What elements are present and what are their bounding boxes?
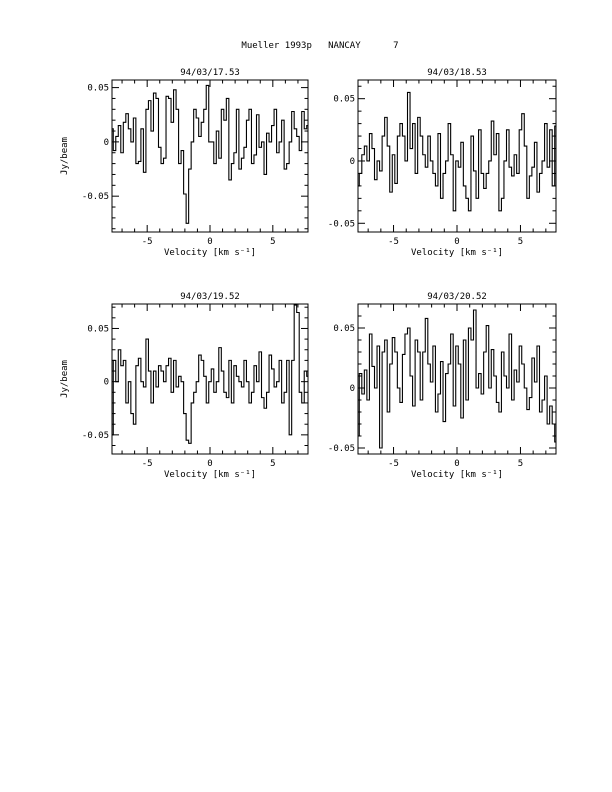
- x-axis-label: Velocity [km s⁻¹]: [164, 248, 256, 258]
- x-axis-label: Velocity [km s⁻¹]: [411, 248, 503, 258]
- y-axis-label: Jy/beam: [60, 137, 70, 175]
- y-tick-label: 0: [350, 157, 355, 167]
- x-tick-label: 0: [454, 237, 459, 247]
- spectrum-panel-1: 94/03/17.53 -5 0 5 0.05 0 -0.05 Velocity [km s⁻…: [60, 68, 309, 258]
- y-tick-label: -0.05: [82, 192, 109, 202]
- y-tick-label: -0.05: [328, 219, 355, 229]
- x-tick-label: 5: [518, 459, 523, 469]
- y-tick-label: 0: [350, 384, 355, 394]
- x-tick-label: 5: [270, 237, 275, 247]
- spectrum-panel-2: 94/03/18.53 -5 0 5 0.05 0 -0.05 Velocity [km s⁻…: [328, 68, 557, 258]
- x-tick-label: 0: [207, 237, 212, 247]
- spectrum-panel-3: 94/03/19.52 -5 0 5 0.05 0 -0.05 Velocity [km s⁻…: [60, 292, 309, 480]
- y-tick-label: 0.05: [87, 84, 109, 94]
- x-tick-label: -5: [142, 237, 153, 247]
- y-tick-label: -0.05: [82, 431, 109, 441]
- x-tick-label: 0: [454, 459, 459, 469]
- panel-title: 94/03/18.53: [427, 68, 487, 78]
- x-tick-label: -5: [142, 459, 153, 469]
- panel-title: 94/03/20.52: [427, 292, 487, 302]
- y-tick-label: 0.05: [333, 95, 355, 105]
- x-tick-label: -5: [388, 237, 399, 247]
- x-tick-label: 5: [270, 459, 275, 469]
- x-axis-label: Velocity [km s⁻¹]: [164, 470, 256, 480]
- x-axis-label: Velocity [km s⁻¹]: [411, 470, 503, 480]
- spectrum-trace: [112, 304, 308, 444]
- spectrum-trace: [358, 91, 556, 212]
- y-tick-label: 0.05: [333, 324, 355, 334]
- panel-title: 94/03/19.52: [180, 292, 240, 302]
- x-tick-label: 5: [518, 237, 523, 247]
- y-tick-label: -0.05: [328, 444, 355, 454]
- y-tick-label: 0.05: [87, 324, 109, 334]
- panel-title: 94/03/17.53: [180, 68, 240, 78]
- spectrum-panel-4: 94/03/20.52 -5 0 5 0.05 0 -0.05 Velocity [km s⁻…: [328, 292, 557, 480]
- spectrum-trace: [358, 309, 556, 449]
- x-tick-label: 0: [207, 459, 212, 469]
- x-tick-label: -5: [388, 459, 399, 469]
- spectrum-trace: [112, 84, 308, 224]
- y-tick-label: 0: [104, 138, 109, 148]
- y-tick-label: 0: [104, 378, 109, 388]
- y-axis-label: Jy/beam: [60, 360, 70, 398]
- page-title: Mueller 1993p NANCAY 7: [241, 41, 398, 51]
